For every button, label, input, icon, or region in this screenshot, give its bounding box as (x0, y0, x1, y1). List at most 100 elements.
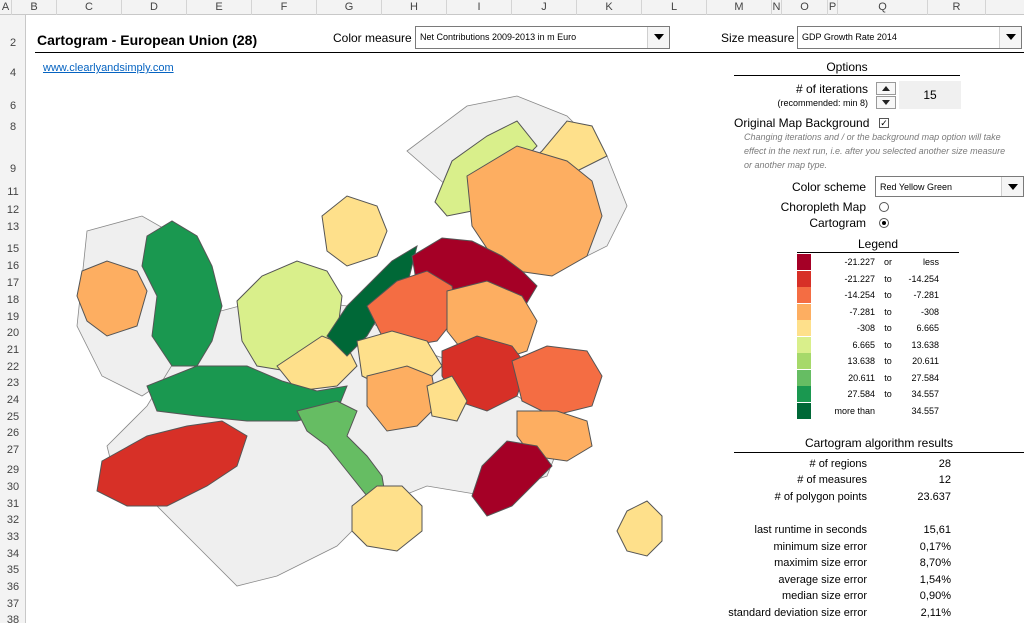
row-header[interactable]: 25 (6, 411, 20, 423)
legend-swatch (797, 386, 811, 402)
column-header[interactable]: I (447, 0, 512, 15)
row-headers: 2 4 6 8 9 11 12 13 15 16 17 18 19 20 21 22 23 24 25 26 27 29 3… (0, 15, 26, 626)
row-header[interactable]: 15 (6, 243, 20, 255)
iterations-value[interactable]: 15 (899, 81, 961, 109)
cartogram-region[interactable] (76, 260, 148, 337)
row-header[interactable]: 32 (6, 514, 20, 526)
column-header[interactable]: A (0, 0, 12, 15)
row-header[interactable]: 30 (6, 481, 20, 493)
choropleth-radio[interactable] (879, 202, 889, 212)
iterations-up-button[interactable] (876, 82, 896, 95)
column-header[interactable]: E (187, 0, 252, 15)
results-list: # of regions 28 # of measures 12 # of polygo… (687, 456, 967, 626)
background-checkbox[interactable]: ✓ (879, 118, 889, 128)
legend-to: 27.584 (911, 372, 939, 383)
column-header[interactable]: Q (838, 0, 928, 15)
chevron-down-icon[interactable] (999, 27, 1021, 48)
row-header[interactable]: 18 (6, 294, 20, 306)
row-header[interactable]: 19 (6, 311, 20, 323)
cartogram-region[interactable] (616, 500, 663, 557)
column-header[interactable]: G (317, 0, 382, 15)
legend-item: -308 to 6.665 (797, 320, 967, 336)
color-measure-dropdown[interactable]: Net Contributions 2009-2013 in m Euro (415, 26, 670, 49)
row-header[interactable]: 34 (6, 548, 20, 560)
row-header[interactable]: 20 (6, 327, 20, 339)
website-link[interactable]: www.clearlyandsimply.com (43, 62, 174, 74)
legend-from: -14.254 (844, 290, 875, 300)
column-header[interactable]: L (642, 0, 707, 15)
row-header[interactable]: 4 (9, 67, 17, 79)
row-header[interactable]: 36 (6, 581, 20, 593)
options-title: Options (826, 60, 868, 74)
cartogram-region[interactable] (146, 365, 348, 422)
options-note: Changing iterations and / or the backgro… (744, 132, 1006, 170)
cartogram-region[interactable] (141, 220, 223, 367)
result-value: 1,54% (919, 574, 951, 586)
row-header[interactable]: 22 (6, 361, 20, 373)
row-header[interactable]: 27 (6, 444, 20, 456)
row-header[interactable]: 35 (6, 564, 20, 576)
cartogram-region[interactable] (96, 420, 248, 507)
result-value: 8,70% (919, 557, 951, 569)
column-header[interactable]: H (382, 0, 447, 15)
row-header[interactable]: 12 (6, 204, 20, 216)
result-value: 0,90% (919, 590, 951, 602)
result-label: # of regions (809, 458, 867, 470)
legend-from: more than (834, 405, 875, 416)
legend-item: more than 34.557 (797, 402, 967, 419)
cartogram-region[interactable] (326, 244, 418, 357)
row-header[interactable]: 31 (6, 498, 20, 510)
chevron-down-icon[interactable] (1001, 177, 1023, 196)
column-header[interactable]: J (512, 0, 577, 15)
cartogram-region[interactable] (511, 345, 603, 417)
row-header[interactable]: 9 (9, 163, 17, 175)
row-header[interactable]: 17 (6, 277, 20, 289)
row-header[interactable]: 33 (6, 531, 20, 543)
cartogram-region[interactable] (471, 440, 553, 517)
legend-from: 6.665 (852, 339, 875, 350)
column-header[interactable]: N (772, 0, 782, 15)
page-title: Cartogram - European Union (28) (37, 32, 258, 48)
size-measure-dropdown[interactable]: GDP Growth Rate 2014 (797, 26, 1022, 49)
chevron-down-icon[interactable] (647, 27, 669, 48)
results-divider (734, 452, 1024, 453)
row-header[interactable]: 13 (6, 221, 20, 233)
row-header[interactable]: 26 (6, 427, 20, 439)
row-header[interactable]: 8 (9, 121, 17, 133)
cartogram-region[interactable] (351, 485, 423, 552)
color-scheme-dropdown[interactable]: Red Yellow Green (875, 176, 1024, 197)
row-header[interactable]: 37 (6, 598, 20, 610)
cartogram-region[interactable] (466, 145, 603, 277)
legend-to: -308 (920, 306, 939, 317)
cartogram-region[interactable] (321, 195, 388, 267)
column-header[interactable]: P (828, 0, 838, 15)
iterations-down-button[interactable] (876, 96, 896, 109)
row-header[interactable]: 29 (6, 464, 20, 476)
column-header[interactable]: K (577, 0, 642, 15)
cartogram-region[interactable] (366, 365, 438, 432)
row-header[interactable]: 24 (6, 394, 20, 406)
row-header[interactable]: 6 (9, 100, 17, 112)
row-header[interactable]: 16 (6, 260, 20, 272)
legend-from: -7.281 (849, 306, 875, 317)
legend-swatch (797, 287, 811, 303)
legend-from: -21.227 (844, 257, 875, 267)
column-header[interactable]: R (928, 0, 986, 15)
row-header[interactable]: 38 (6, 614, 20, 626)
row-header[interactable]: 11 (7, 186, 19, 198)
row-header[interactable]: 21 (6, 344, 20, 356)
column-header[interactable]: O (782, 0, 828, 15)
cartogram-map (76, 95, 663, 587)
row-header[interactable]: 23 (6, 377, 20, 389)
result-label: last runtime in seconds (754, 524, 868, 536)
cartogram-region[interactable] (426, 375, 468, 422)
column-header[interactable]: M (707, 0, 772, 15)
result-value: 23.637 (917, 491, 951, 503)
cartogram-radio[interactable] (879, 218, 889, 228)
column-header[interactable]: F (252, 0, 317, 15)
row-header[interactable]: 2 (9, 37, 17, 49)
legend-from: 27.584 (847, 389, 875, 399)
column-header[interactable]: D (122, 0, 187, 15)
column-header[interactable]: C (57, 0, 122, 15)
column-header[interactable]: B (12, 0, 57, 15)
